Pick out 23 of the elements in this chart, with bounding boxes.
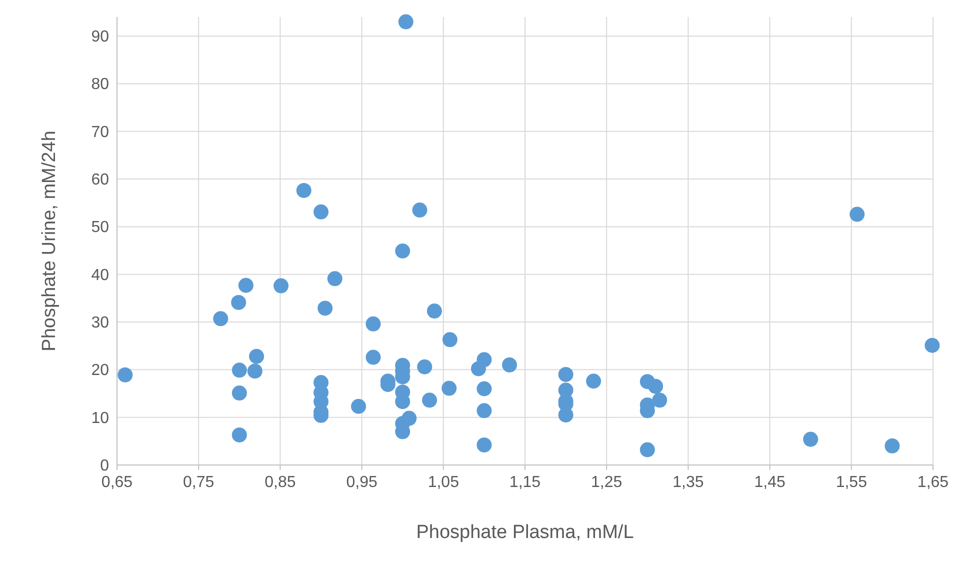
y-tick-label: 80 <box>91 76 110 94</box>
y-tick-label: 30 <box>91 314 110 332</box>
y-tick-label: 0 <box>100 458 110 474</box>
x-tick-label: 1,35 <box>672 474 704 491</box>
x-tick-label: 1,45 <box>754 474 786 491</box>
y-axis-title: Phosphate Urine, mM/24h <box>39 130 60 352</box>
x-tick-label: 0,75 <box>183 474 214 491</box>
x-tick-label: 1,15 <box>509 474 541 491</box>
y-tick-label: 40 <box>91 266 110 284</box>
x-tick-label: 1,55 <box>836 474 868 491</box>
y-tick-label: 90 <box>91 28 110 46</box>
x-tick-label: 0,85 <box>264 474 296 491</box>
x-tick-label: 0,95 <box>346 474 378 491</box>
x-tick-label: 1,25 <box>591 474 622 491</box>
x-tick-label: 1,05 <box>428 474 460 491</box>
y-tick-label: 70 <box>91 124 110 141</box>
y-tick-label: 20 <box>91 362 110 380</box>
x-axis-title: Phosphate Plasma, mM/L <box>416 522 634 543</box>
y-tick-label: 50 <box>91 219 110 236</box>
x-tick-label: 1,65 <box>917 474 949 491</box>
x-tick-label: 0,65 <box>101 474 133 491</box>
y-tick-label: 60 <box>91 172 110 189</box>
y-tick-label: 10 <box>91 410 110 427</box>
